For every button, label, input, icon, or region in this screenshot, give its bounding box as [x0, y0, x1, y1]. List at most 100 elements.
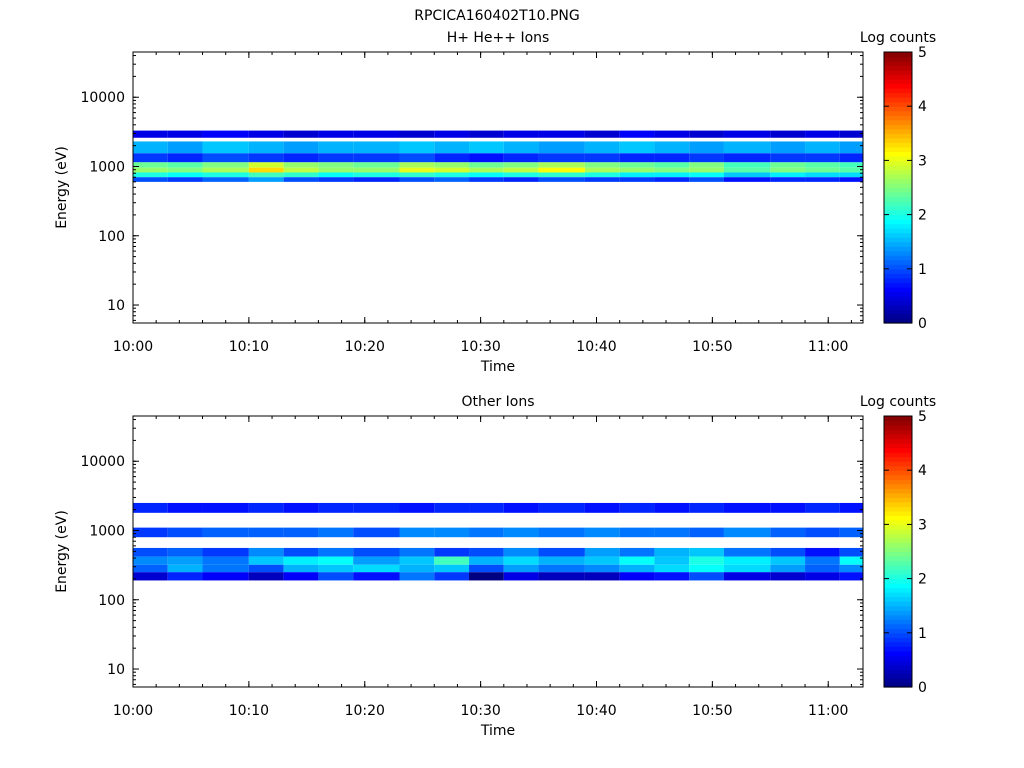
heatmap-cell	[469, 153, 504, 163]
heatmap-cell	[619, 556, 655, 565]
colorbar-label: Log counts	[860, 30, 936, 46]
colorbar-segment	[884, 196, 912, 202]
colorbar-segment	[884, 470, 912, 476]
heatmap-cell	[538, 556, 585, 565]
colorbar-segment	[884, 501, 912, 507]
colorbar-label: Log counts	[860, 394, 936, 410]
heatmap-cell	[353, 564, 400, 573]
heatmap-cell	[584, 177, 620, 182]
heatmap-cell	[167, 547, 203, 557]
colorbar-segment	[884, 268, 912, 274]
panel-title: H+ He++ Ions	[447, 30, 550, 46]
colorbar-segment	[884, 569, 912, 575]
heatmap-cell	[654, 527, 690, 538]
colorbar-segment	[884, 155, 912, 161]
heatmap-cell	[434, 141, 470, 154]
heatmap-cell	[248, 556, 284, 565]
heatmap-cell	[248, 502, 284, 513]
heatmap-cell	[619, 564, 655, 573]
colorbar-segment	[884, 614, 912, 620]
x-tick-label: 11:00	[808, 703, 848, 719]
colorbar-segment	[884, 556, 912, 562]
heatmap-cell	[318, 572, 354, 581]
colorbar-tick-label: 1	[918, 262, 927, 278]
heatmap-cell	[689, 130, 724, 138]
heatmap-cell	[133, 153, 168, 163]
heatmap-cell	[202, 162, 249, 168]
colorbar-segment	[884, 551, 912, 557]
colorbar-segment	[884, 65, 912, 71]
y-tick-label: 100	[98, 593, 125, 609]
colorbar-segment	[884, 142, 912, 148]
colorbar-segment	[884, 277, 912, 283]
heatmap-cell	[353, 556, 400, 565]
heatmap-cell	[839, 153, 863, 163]
heatmap-cell	[283, 572, 319, 581]
heatmap-cell	[584, 527, 620, 538]
heatmap-cell	[133, 141, 168, 154]
heatmap-cell	[248, 153, 284, 163]
colorbar-segment	[884, 619, 912, 625]
x-tick-label: 10:10	[229, 703, 269, 719]
heatmap-cell	[133, 162, 168, 168]
colorbar-segment	[884, 151, 912, 157]
heatmap-cell	[434, 527, 470, 538]
heatmap-cell	[538, 141, 585, 154]
heatmap-cell	[689, 153, 724, 163]
x-tick-label: 11:00	[808, 339, 848, 355]
colorbar-tick-label: 1	[918, 626, 927, 642]
heatmap-cell	[805, 167, 840, 173]
x-tick-label: 10:20	[345, 339, 385, 355]
heatmap-cell	[723, 172, 771, 178]
colorbar-tick-label: 4	[918, 463, 927, 479]
heatmap-cell	[839, 177, 863, 182]
colorbar-segment	[884, 201, 912, 207]
y-tick-label: 10000	[80, 454, 125, 470]
heatmap-cell	[770, 130, 806, 138]
heatmap-cell	[805, 556, 840, 565]
heatmap-cell	[283, 130, 319, 138]
colorbar-segment	[884, 164, 912, 171]
x-axis-label: Time	[480, 723, 515, 739]
heatmap-cell	[584, 167, 620, 173]
heatmap-cell	[689, 547, 724, 557]
heatmap-cell	[654, 564, 690, 573]
colorbar-segment	[884, 610, 912, 616]
heatmap-cell	[202, 172, 249, 178]
heatmap-cell	[469, 177, 504, 182]
heatmap-cell	[202, 572, 249, 581]
colorbar-segment	[884, 264, 912, 270]
heatmap-cell	[399, 141, 435, 154]
colorbar-segment	[884, 146, 912, 152]
colorbar-segment	[884, 465, 912, 471]
colorbar-segment	[884, 223, 912, 229]
colorbar-segment	[884, 560, 912, 566]
heatmap-cell	[770, 167, 806, 173]
colorbar-segment	[884, 219, 912, 225]
colorbar-segment	[884, 255, 912, 261]
heatmap-cell	[723, 177, 771, 182]
heatmap-cell	[723, 130, 771, 138]
heatmap-cell	[538, 130, 585, 138]
heatmap-cell	[503, 141, 539, 154]
colorbar-tick-label: 0	[918, 680, 927, 696]
x-tick-label: 10:30	[460, 703, 500, 719]
heatmap-cell	[399, 167, 435, 173]
colorbar-segment	[884, 655, 912, 661]
colorbar-segment	[884, 228, 912, 234]
colorbar-segment	[884, 452, 912, 458]
heatmap-cell	[723, 556, 771, 565]
heatmap-cell	[723, 162, 771, 168]
heatmap-cell	[167, 130, 203, 138]
heatmap-cell	[805, 162, 840, 168]
heatmap-cell	[353, 177, 400, 182]
y-tick-label: 100	[98, 229, 125, 245]
heatmap-cell	[167, 572, 203, 581]
heatmap-cell	[654, 153, 690, 163]
colorbar-segment	[884, 309, 912, 315]
colorbar-segment	[884, 546, 912, 553]
heatmap-cell	[318, 153, 354, 163]
heatmap-cell	[805, 172, 840, 178]
heatmap-cell	[283, 153, 319, 163]
heatmap-cell	[399, 130, 435, 138]
